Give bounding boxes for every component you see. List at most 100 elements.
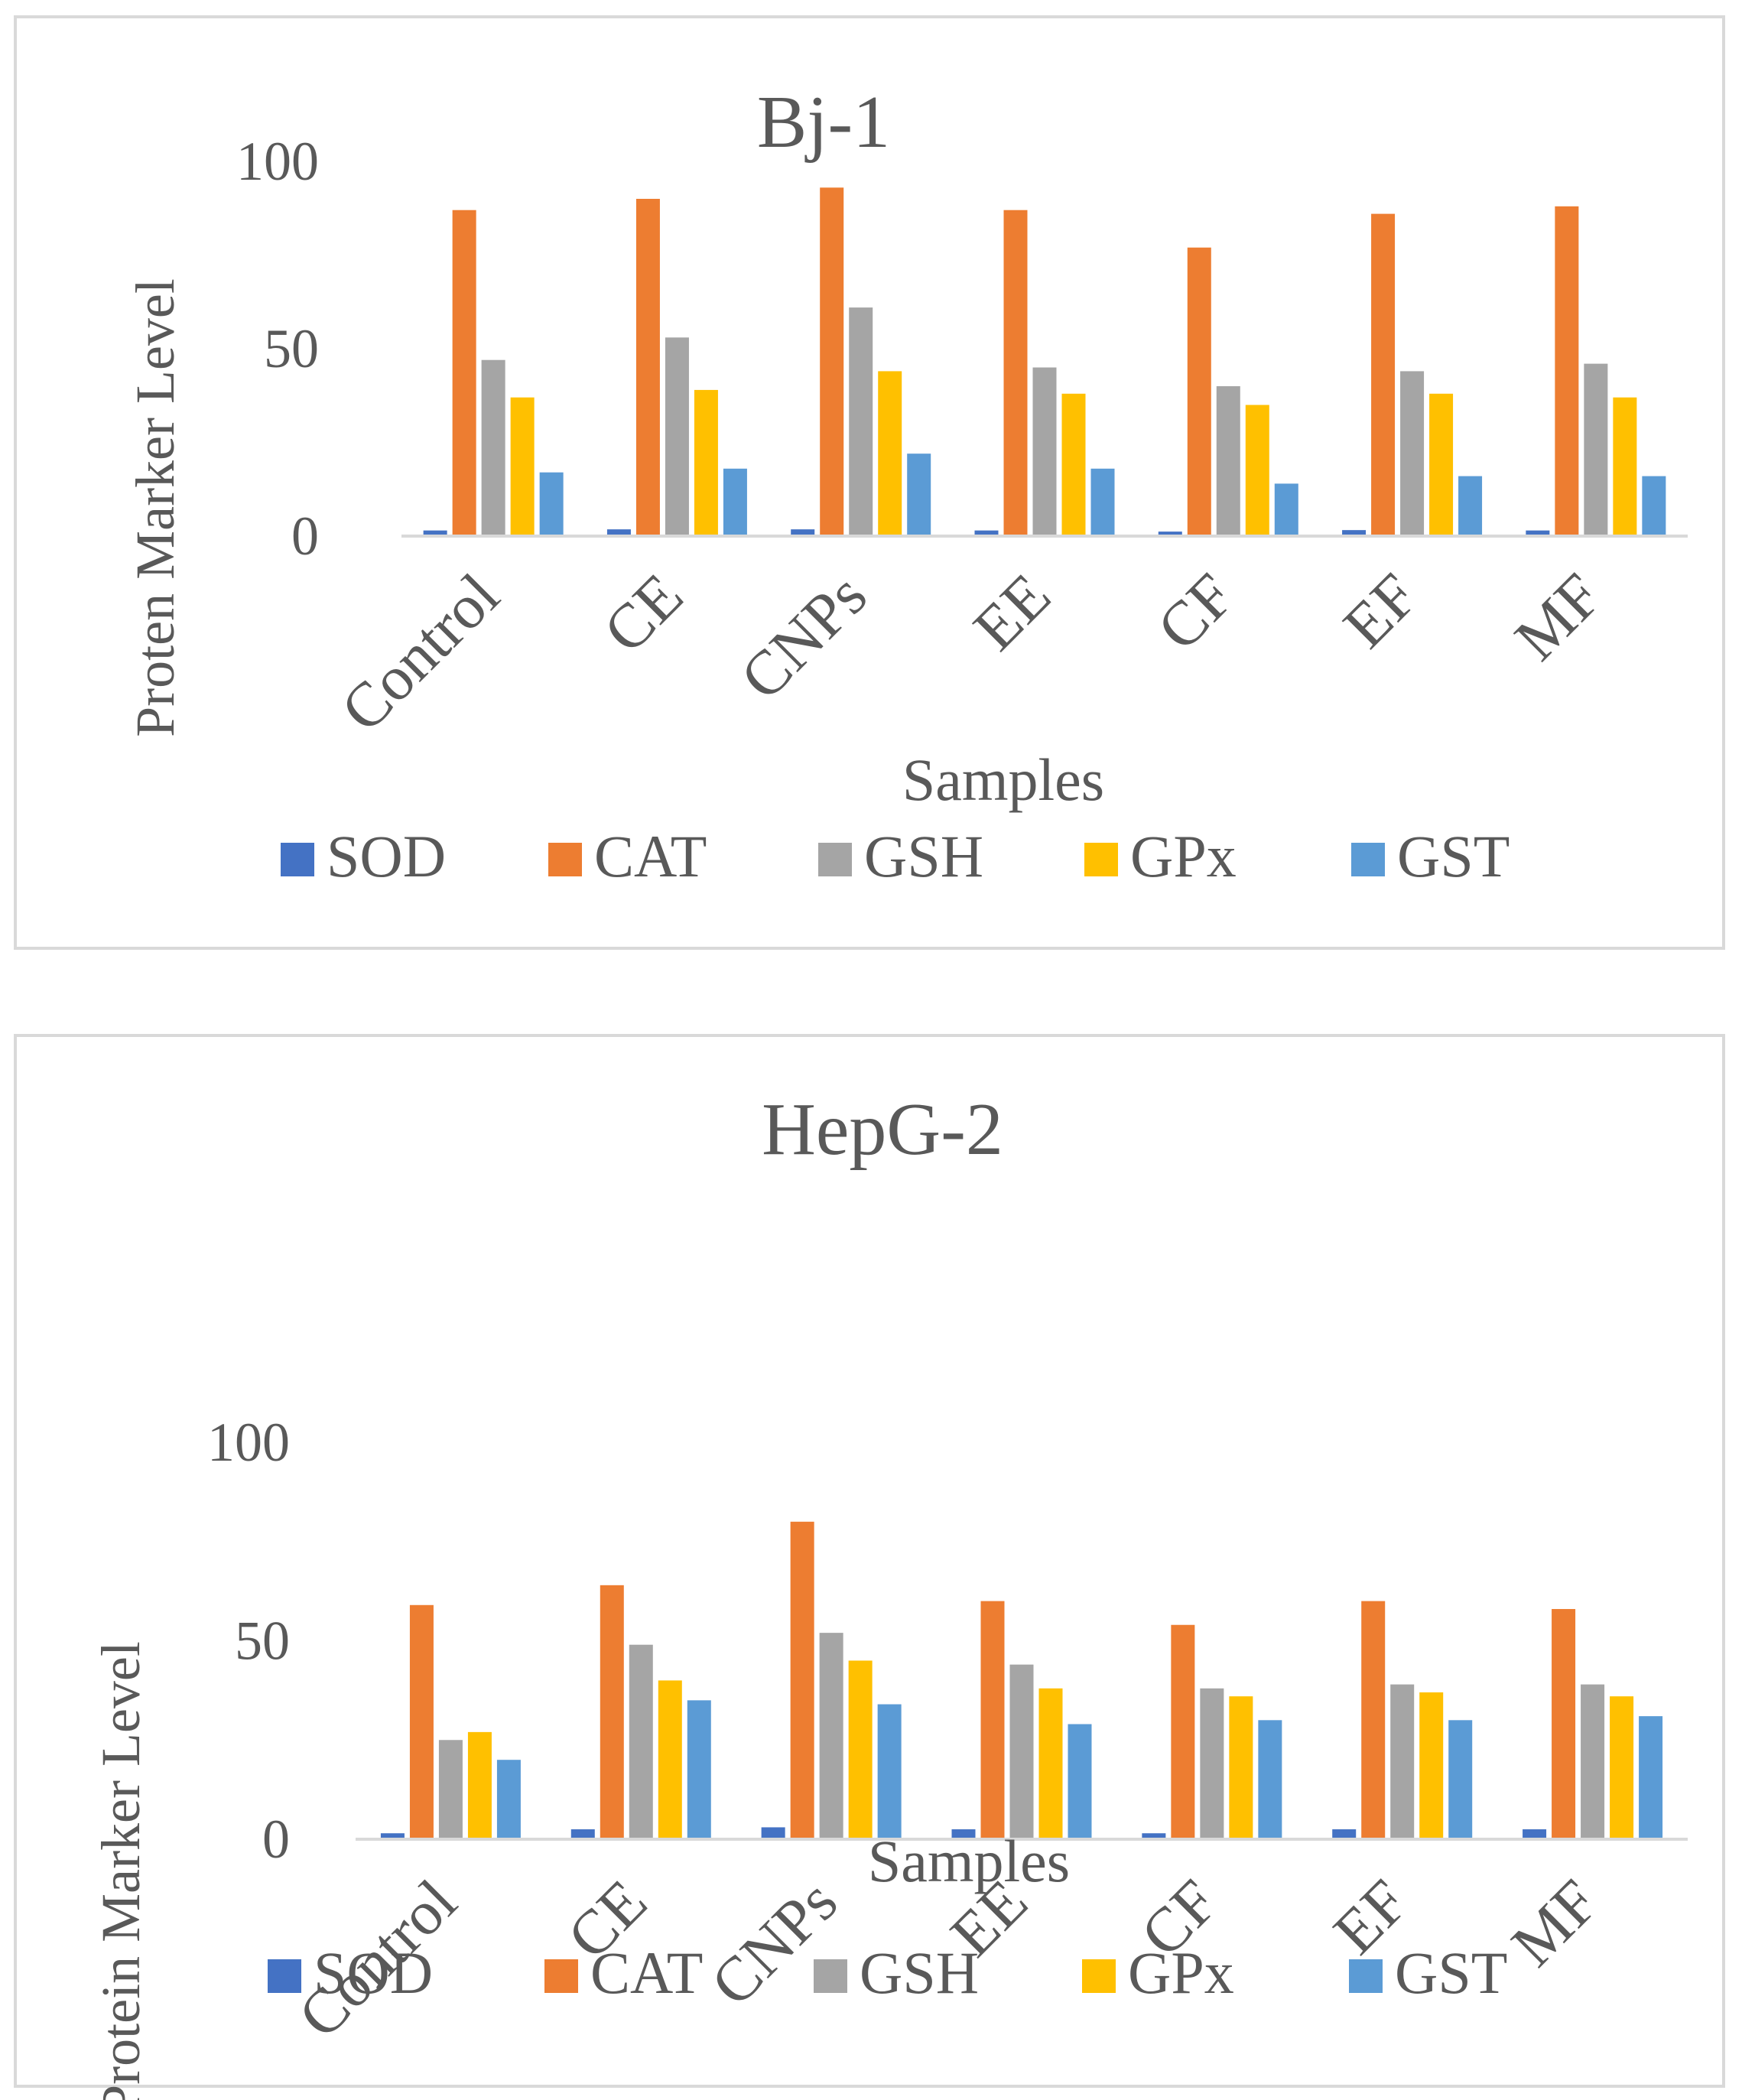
x-axis-label-hepg2: Samples (868, 1828, 1070, 1894)
bar-sod-ee (951, 1829, 976, 1839)
x-tick-label: EE (960, 560, 1064, 663)
legend-label-gpx: GPx (1128, 1939, 1234, 2006)
legend-label-gpx: GPx (1130, 823, 1237, 889)
bar-cat-control (409, 1604, 434, 1839)
y-tick-label: 50 (235, 1611, 290, 1672)
bar-cat-cf (1187, 247, 1211, 536)
bar-gsh-control (438, 1740, 463, 1839)
bar-gsh-mf (1581, 1684, 1605, 1839)
bar-gst-cnps (907, 453, 931, 536)
y-tick-label: 50 (264, 318, 319, 379)
bar-gsh-ef (1400, 371, 1425, 536)
chart-panel-hepg2: HepG-2 Protein Marker Level 0 50 100 Control C… (14, 1034, 1725, 2100)
bar-gsh-cnps (849, 307, 873, 536)
bar-gst-ee (1068, 1724, 1092, 1839)
bar-gpx-ee (1038, 1688, 1063, 1839)
bar-gsh-ee (1032, 367, 1057, 536)
bar-sod-control (380, 1833, 405, 1839)
legend-swatch-cat (544, 1959, 578, 1993)
x-tick-label: CNPs (727, 560, 880, 713)
bar-cat-cnps (790, 1521, 814, 1839)
legend-swatch-cat (548, 843, 582, 876)
bar-gpx-mf (1610, 1696, 1634, 1839)
bar-sod-control (423, 530, 447, 536)
bar-sod-cnps (761, 1827, 785, 1839)
x-tick-label: EF (1330, 560, 1431, 661)
bar-gst-ee (1090, 468, 1115, 536)
bar-cat-mf (1552, 1608, 1576, 1839)
bar-gst-cf (1274, 483, 1298, 536)
legend-swatch-gpx (1082, 1959, 1116, 1993)
bar-gsh-control (481, 359, 505, 536)
x-tick-label: MF (1498, 1866, 1611, 1979)
bar-gsh-cf (1200, 1688, 1224, 1839)
legend-label-gst: GST (1395, 1939, 1507, 2006)
bar-gst-mf (1639, 1716, 1663, 1839)
bar-chart-bj1: Bj-1 Proten Marker Level 0 50 100 Control CE CN… (125, 81, 1688, 889)
y-tick-label: 100 (236, 131, 319, 192)
bar-cat-ee (980, 1601, 1005, 1839)
bar-gpx-ee (1061, 393, 1086, 536)
bar-gsh-cnps (819, 1633, 843, 1839)
bar-sod-mf (1523, 1829, 1547, 1839)
chart-title-hepg2: HepG-2 (762, 1088, 1003, 1171)
legend-swatch-gsh (818, 843, 852, 876)
bar-gst-control (539, 472, 564, 536)
legend-label-sod: SOD (327, 823, 446, 889)
bar-sod-ef (1332, 1829, 1357, 1839)
y-tick-label: 100 (207, 1412, 290, 1473)
bar-gpx-cf (1229, 1696, 1253, 1839)
legend-label-cat: CAT (590, 1939, 703, 2006)
bar-gst-ef (1448, 1720, 1473, 1839)
bar-sod-ef (1342, 530, 1367, 536)
bar-cat-ef (1371, 213, 1396, 536)
legend-label-cat: CAT (594, 823, 707, 889)
legend-swatch-gst (1351, 843, 1385, 876)
bar-gpx-mf (1613, 397, 1637, 536)
legend-swatch-gpx (1084, 843, 1118, 876)
bar-gst-mf (1642, 476, 1666, 536)
bar-gst-cnps (877, 1704, 902, 1839)
bar-gpx-cnps (848, 1660, 873, 1839)
y-tick-label: 0 (291, 505, 319, 567)
x-tick-label: CE (590, 560, 696, 665)
x-tick-label: Control (327, 560, 512, 745)
bar-gpx-ef (1419, 1692, 1444, 1839)
bar-gsh-ee (1009, 1664, 1034, 1839)
legend-label-sod: SOD (314, 1939, 433, 2006)
x-tick-label: CF (1144, 560, 1247, 663)
bar-cat-ee (1003, 210, 1028, 536)
y-axis-label-hepg2: Protein Marker Level (90, 1641, 151, 2100)
bar-sod-cnps (791, 529, 815, 536)
bar-gpx-cf (1245, 405, 1269, 536)
x-tick-label: CNPs (697, 1866, 850, 2019)
bar-gst-ef (1458, 476, 1483, 536)
legend-swatch-gst (1349, 1959, 1383, 1993)
x-tick-label: MF (1501, 560, 1614, 673)
bar-gpx-control (510, 397, 535, 536)
bar-gpx-ef (1429, 393, 1454, 536)
x-axis-label-bj1: Samples (902, 746, 1104, 813)
bar-cat-ce (635, 199, 660, 536)
bar-sod-cf (1142, 1833, 1166, 1839)
bar-cat-mf (1555, 206, 1579, 536)
legend-label-gsh: GSH (860, 1939, 979, 2006)
bar-gst-ce (687, 1700, 711, 1839)
bar-gsh-ce (629, 1644, 653, 1839)
bar-cat-cnps (820, 187, 844, 537)
bar-gst-ce (723, 468, 747, 536)
legend-label-gst: GST (1397, 823, 1510, 889)
chart-title-bj1: Bj-1 (757, 81, 890, 164)
y-tick-label: 0 (262, 1809, 290, 1870)
legend-label-gsh: GSH (864, 823, 983, 889)
bar-gsh-ef (1390, 1684, 1415, 1839)
legend-swatch-sod (268, 1959, 301, 1993)
bar-gst-control (496, 1760, 521, 1839)
bar-gst-cf (1258, 1720, 1282, 1839)
bar-sod-ce (606, 529, 631, 536)
bar-sod-mf (1526, 530, 1550, 536)
bar-gsh-mf (1584, 363, 1608, 536)
bar-gpx-ce (658, 1680, 682, 1839)
bar-sod-ce (570, 1829, 595, 1839)
